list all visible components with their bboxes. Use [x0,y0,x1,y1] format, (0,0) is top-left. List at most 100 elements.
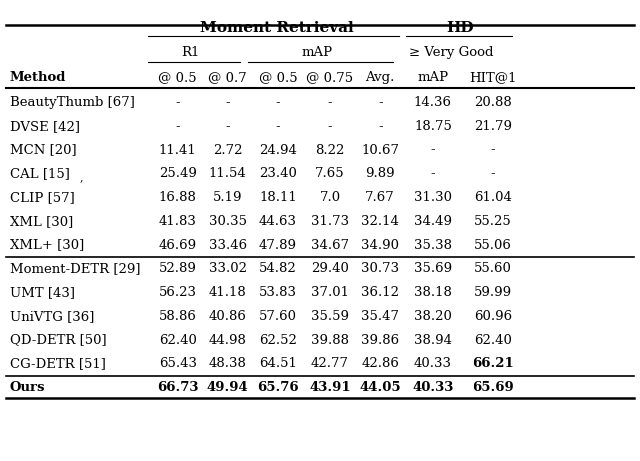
Text: 34.67: 34.67 [311,239,349,252]
Text: HIT@1: HIT@1 [469,71,517,84]
Text: 33.46: 33.46 [209,239,247,252]
Text: 65.69: 65.69 [472,381,514,394]
Text: -: - [225,96,230,109]
Text: 53.83: 53.83 [259,286,297,299]
Text: 44.63: 44.63 [259,215,297,228]
Text: 18.11: 18.11 [259,191,297,204]
Text: 29.40: 29.40 [311,262,349,275]
Text: 48.38: 48.38 [209,357,247,370]
Text: 39.86: 39.86 [361,334,399,347]
Text: 65.43: 65.43 [159,357,196,370]
Text: 66.73: 66.73 [157,381,198,394]
Text: 42.86: 42.86 [361,357,399,370]
Text: -: - [431,143,435,157]
Text: XML [30]: XML [30] [10,215,73,228]
Text: 54.82: 54.82 [259,262,297,275]
Text: @ 0.5: @ 0.5 [158,71,197,84]
Text: 52.89: 52.89 [159,262,196,275]
Text: 32.14: 32.14 [361,215,399,228]
Text: 34.49: 34.49 [414,215,452,228]
Text: 46.69: 46.69 [159,239,196,252]
Text: @ 0.7: @ 0.7 [209,71,247,84]
Text: 30.73: 30.73 [361,262,399,275]
Text: 11.54: 11.54 [209,167,246,180]
Text: -: - [378,120,383,133]
Text: 62.40: 62.40 [474,334,512,347]
Text: 7.65: 7.65 [316,167,345,180]
Text: 35.59: 35.59 [311,310,349,323]
Text: 34.90: 34.90 [361,239,399,252]
Text: 31.73: 31.73 [311,215,349,228]
Text: -: - [276,96,280,109]
Text: 64.51: 64.51 [259,357,297,370]
Text: 2.72: 2.72 [213,143,243,157]
Text: 35.69: 35.69 [414,262,452,275]
Text: 7.0: 7.0 [319,191,340,204]
Text: 40.33: 40.33 [414,357,452,370]
Text: 56.23: 56.23 [159,286,196,299]
Text: 55.06: 55.06 [474,239,512,252]
Text: -: - [431,167,435,180]
Text: 25.49: 25.49 [159,167,196,180]
Text: 18.75: 18.75 [414,120,452,133]
Text: XML+ [30]: XML+ [30] [10,239,84,252]
Text: 42.77: 42.77 [311,357,349,370]
Text: MCN [20]: MCN [20] [10,143,76,157]
Text: -: - [328,96,332,109]
Text: 62.40: 62.40 [159,334,196,347]
Text: 40.86: 40.86 [209,310,247,323]
Text: -: - [175,120,180,133]
Text: 20.88: 20.88 [474,96,512,109]
Text: @ 0.75: @ 0.75 [307,71,353,84]
Text: 59.99: 59.99 [474,286,512,299]
Text: 57.60: 57.60 [259,310,297,323]
Text: Moment Retrieval: Moment Retrieval [200,21,353,35]
Text: -: - [225,120,230,133]
Text: -: - [491,143,495,157]
Text: 47.89: 47.89 [259,239,297,252]
Text: DVSE [42]: DVSE [42] [10,120,79,133]
Text: Method: Method [10,71,66,84]
Text: CAL [15]: CAL [15] [10,167,69,180]
Text: 23.40: 23.40 [259,167,297,180]
Text: @ 0.5: @ 0.5 [259,71,298,84]
Text: QD-DETR [50]: QD-DETR [50] [10,334,106,347]
Text: mAP: mAP [301,46,333,59]
Text: 62.52: 62.52 [259,334,297,347]
Text: Avg.: Avg. [365,71,395,84]
Text: UniVTG [36]: UniVTG [36] [10,310,94,323]
Text: 38.94: 38.94 [414,334,452,347]
Text: Moment-DETR [29]: Moment-DETR [29] [10,262,140,275]
Text: 55.25: 55.25 [474,215,512,228]
Text: 61.04: 61.04 [474,191,512,204]
Text: BeautyThumb [67]: BeautyThumb [67] [10,96,134,109]
Text: -: - [276,120,280,133]
Text: 41.18: 41.18 [209,286,246,299]
Text: 55.60: 55.60 [474,262,512,275]
Text: 38.20: 38.20 [414,310,452,323]
Text: 14.36: 14.36 [414,96,452,109]
Text: 66.21: 66.21 [472,357,514,370]
Text: 16.88: 16.88 [159,191,196,204]
Text: 11.41: 11.41 [159,143,196,157]
Text: 5.19: 5.19 [213,191,243,204]
Text: 33.02: 33.02 [209,262,247,275]
Text: -: - [328,120,332,133]
Text: CLIP [57]: CLIP [57] [10,191,74,204]
Text: 9.89: 9.89 [365,167,395,180]
Text: 35.38: 35.38 [414,239,452,252]
Text: 36.12: 36.12 [361,286,399,299]
Text: Ours: Ours [10,381,45,394]
Text: 49.94: 49.94 [207,381,249,394]
Text: 39.88: 39.88 [311,334,349,347]
Text: 21.79: 21.79 [474,120,512,133]
Text: 65.76: 65.76 [257,381,299,394]
Text: -: - [175,96,180,109]
Text: 44.05: 44.05 [360,381,401,394]
Text: ,: , [80,172,83,183]
Text: 44.98: 44.98 [209,334,247,347]
Text: HD: HD [447,21,474,35]
Text: -: - [491,167,495,180]
Text: 24.94: 24.94 [259,143,297,157]
Text: mAP: mAP [417,71,449,84]
